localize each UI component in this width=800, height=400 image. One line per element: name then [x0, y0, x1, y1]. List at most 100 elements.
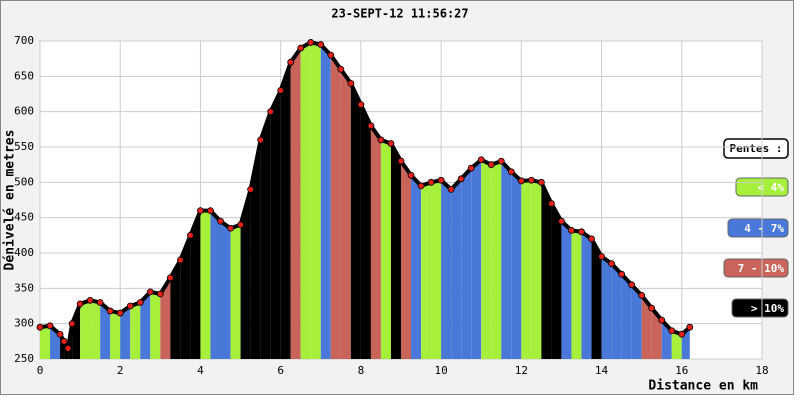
- slope-stripe: [531, 180, 542, 359]
- point-marker: [267, 108, 275, 116]
- point-marker: [156, 290, 164, 298]
- y-tick-label: 450: [14, 211, 34, 224]
- slope-stripe: [431, 180, 442, 359]
- y-tick-label: 550: [14, 140, 34, 153]
- point-marker: [437, 176, 445, 184]
- slope-stripe: [631, 284, 642, 359]
- point-marker: [207, 207, 214, 215]
- slope-stripe: [491, 161, 502, 359]
- point-marker: [588, 235, 595, 243]
- point-marker: [658, 316, 666, 324]
- point-marker: [126, 302, 134, 310]
- point-marker: [187, 231, 194, 239]
- slope-stripe: [511, 171, 522, 359]
- slope-stripe: [621, 274, 632, 359]
- point-marker: [146, 288, 154, 296]
- point-marker: [96, 299, 104, 306]
- point-marker: [608, 260, 615, 268]
- legend-swatch: [727, 218, 789, 238]
- y-tick-label: 250: [14, 352, 34, 365]
- point-marker: [166, 274, 174, 282]
- slope-stripe: [180, 235, 191, 359]
- slope-stripe: [72, 303, 81, 359]
- point-marker: [176, 256, 184, 264]
- point-marker: [407, 171, 415, 179]
- point-marker: [277, 87, 285, 94]
- slope-stripe: [611, 263, 622, 359]
- point-marker: [76, 300, 84, 308]
- legend-title: Pentes :: [730, 142, 783, 155]
- point-marker: [598, 253, 605, 260]
- slope-stripe: [350, 83, 361, 360]
- slope-stripe: [551, 203, 562, 359]
- point-marker: [447, 185, 455, 193]
- chart-title: 23-SEPT-12 11:56:27: [331, 7, 468, 21]
- point-marker: [307, 39, 315, 46]
- slope-stripe: [150, 291, 161, 359]
- point-marker: [136, 299, 144, 306]
- point-marker: [397, 157, 405, 165]
- slope-stripe: [130, 302, 141, 359]
- point-marker: [106, 307, 114, 315]
- point-marker: [628, 281, 636, 289]
- slope-stripe: [250, 139, 261, 359]
- point-marker: [357, 101, 365, 108]
- slope-stripe: [310, 42, 321, 360]
- point-marker: [116, 309, 124, 317]
- slope-stripe: [561, 221, 572, 359]
- point-marker: [678, 330, 686, 338]
- legend-label: 4 - 7%: [744, 222, 784, 235]
- slope-stripe: [80, 300, 91, 359]
- point-marker: [417, 182, 425, 190]
- point-marker: [327, 51, 335, 59]
- slope-stripe: [280, 62, 291, 359]
- point-marker: [64, 344, 72, 352]
- slope-stripe: [290, 48, 301, 360]
- y-tick-label: 350: [14, 281, 34, 294]
- point-marker: [686, 323, 694, 331]
- point-marker: [46, 322, 54, 330]
- slope-stripe: [360, 104, 371, 359]
- point-marker: [527, 176, 535, 184]
- point-marker: [387, 140, 395, 147]
- x-tick-label: 6: [277, 364, 284, 377]
- point-marker: [68, 320, 76, 328]
- slope-stripe: [401, 161, 412, 359]
- slope-stripe: [40, 325, 51, 359]
- point-marker: [487, 161, 495, 169]
- slope-stripe: [591, 238, 602, 359]
- point-marker: [668, 327, 676, 335]
- y-axis-label: Dénivelé en metres: [3, 130, 18, 271]
- legend-label: > 10%: [751, 302, 784, 315]
- slope-stripe: [481, 159, 492, 359]
- legend-label: 7 - 10%: [738, 262, 785, 275]
- y-tick-label: 400: [14, 246, 34, 259]
- slope-stripe: [170, 260, 181, 359]
- legend-label: < 4%: [758, 181, 785, 194]
- slope-stripe: [90, 300, 101, 359]
- slope-stripe: [571, 230, 582, 359]
- point-marker: [227, 224, 234, 232]
- slope-stripe: [471, 159, 482, 359]
- x-tick-label: 2: [117, 364, 124, 377]
- slope-stripe: [671, 330, 682, 359]
- slope-stripe: [411, 175, 422, 359]
- slope-stripe: [110, 310, 121, 359]
- y-tick-label: 700: [14, 34, 34, 47]
- legend: Pentes : < 4% 4 - 7% 7 - 10% > 10%: [723, 138, 789, 318]
- slope-stripe: [100, 302, 111, 359]
- slope-stripe: [541, 182, 552, 359]
- legend-swatch: [731, 298, 789, 318]
- slope-stripe: [601, 256, 612, 359]
- slope-stripe: [120, 306, 131, 359]
- slope-stripe: [390, 143, 401, 359]
- x-tick-label: 12: [515, 364, 528, 377]
- point-marker: [558, 217, 565, 225]
- slope-stripe: [501, 161, 512, 359]
- point-marker: [467, 164, 475, 172]
- point-marker: [287, 58, 295, 66]
- slope-stripe: [320, 44, 331, 360]
- slope-stripe: [641, 295, 652, 359]
- x-tick-label: 10: [434, 364, 447, 377]
